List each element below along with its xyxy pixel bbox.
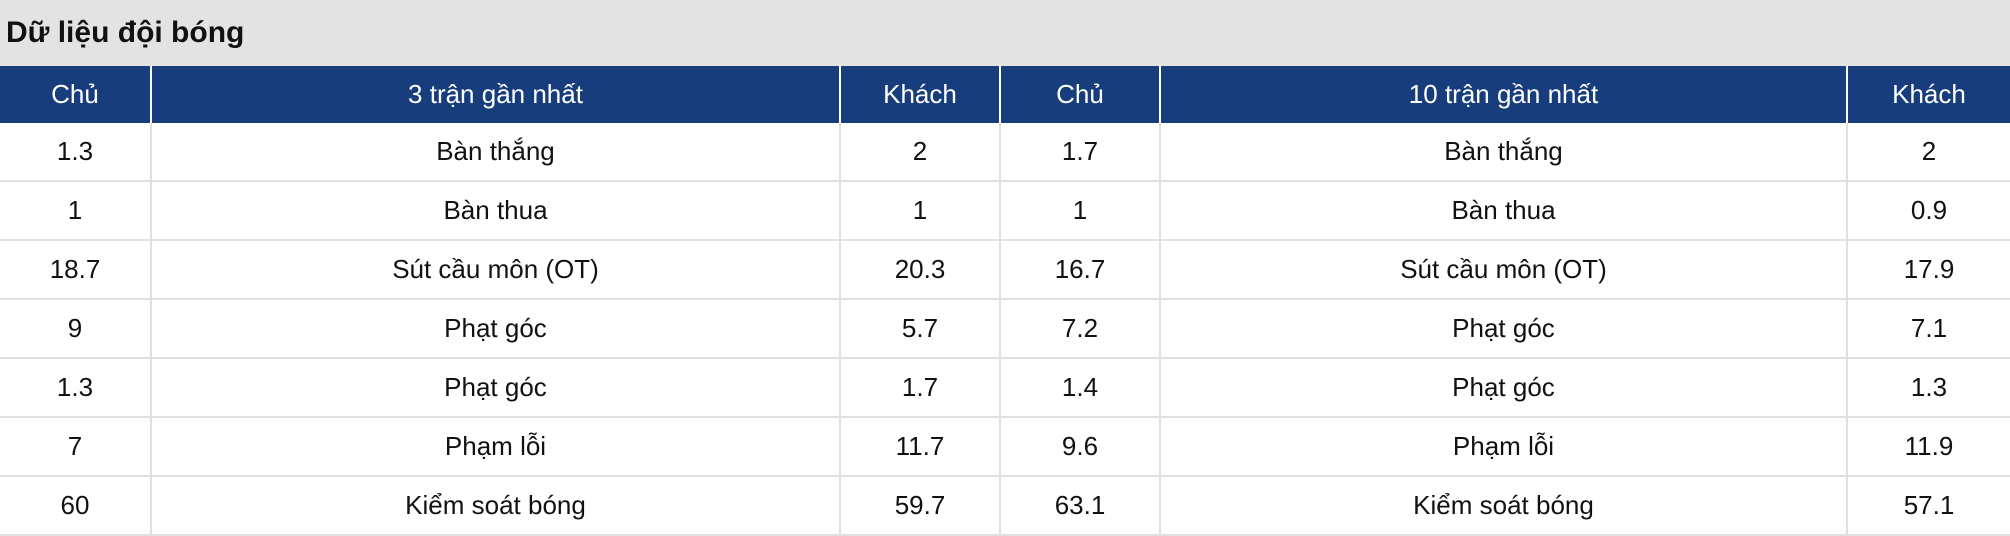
- cell-stat-3: Bàn thua: [150, 181, 841, 241]
- cell-home-10: 1.4: [999, 358, 1161, 418]
- cell-away-3: 59.7: [839, 476, 1001, 536]
- cell-home-10: 63.1: [999, 476, 1161, 536]
- table-row: 7 Phạm lỗi 11.7 9.6 Phạm lỗi 11.9: [0, 417, 2010, 477]
- cell-stat-3: Phạt góc: [150, 299, 841, 359]
- cell-stat-3: Phạt góc: [150, 358, 841, 418]
- cell-stat-3: Kiểm soát bóng: [150, 476, 841, 536]
- table-row: 1 Bàn thua 1 1 Bàn thua 0.9: [0, 181, 2010, 241]
- cell-home-3: 18.7: [0, 240, 152, 300]
- column-header-stat-10: 10 trận gần nhất: [1159, 66, 1847, 123]
- cell-home-3: 9: [0, 299, 152, 359]
- table-row: 60 Kiểm soát bóng 59.7 63.1 Kiểm soát bóng 57…: [0, 476, 2010, 536]
- team-stats-table: Chủ 3 trận gần nhất Khách Chủ 10 trận gần nh…: [0, 66, 2010, 536]
- cell-home-10: 9.6: [999, 417, 1161, 477]
- table-row: 1.3 Phạt góc 1.7 1.4 Phạt góc 1.3: [0, 358, 2010, 418]
- cell-home-10: 1: [999, 181, 1161, 241]
- cell-home-3: 1.3: [0, 123, 152, 182]
- cell-away-3: 20.3: [839, 240, 1001, 300]
- section-header: Dữ liệu đội bóng: [0, 0, 2010, 66]
- cell-home-10: 16.7: [999, 240, 1161, 300]
- cell-away-10: 0.9: [1846, 181, 2010, 241]
- cell-home-3: 7: [0, 417, 152, 477]
- table-header-row: Chủ 3 trận gần nhất Khách Chủ 10 trận gần nh…: [0, 66, 2010, 123]
- cell-away-10: 2: [1846, 123, 2010, 182]
- cell-stat-10: Bàn thắng: [1159, 123, 1848, 182]
- table-row: 9 Phạt góc 5.7 7.2 Phạt góc 7.1: [0, 299, 2010, 359]
- cell-home-10: 7.2: [999, 299, 1161, 359]
- cell-stat-10: Phạm lỗi: [1159, 417, 1848, 477]
- section-title: Dữ liệu đội bóng: [6, 16, 245, 49]
- cell-stat-3: Phạm lỗi: [150, 417, 841, 477]
- cell-away-10: 1.3: [1846, 358, 2010, 418]
- cell-stat-10: Kiểm soát bóng: [1159, 476, 1848, 536]
- table-row: 18.7 Sút cầu môn (OT) 20.3 16.7 Sút cầu môn …: [0, 240, 2010, 300]
- column-header-home-10: Chủ: [999, 66, 1160, 123]
- cell-stat-10: Phạt góc: [1159, 299, 1848, 359]
- column-header-home-3: Chủ: [0, 66, 151, 123]
- cell-stat-10: Sút cầu môn (OT): [1159, 240, 1848, 300]
- cell-away-10: 57.1: [1846, 476, 2010, 536]
- column-header-away-10: Khách: [1846, 66, 2010, 123]
- cell-stat-10: Phạt góc: [1159, 358, 1848, 418]
- table-row: 1.3 Bàn thắng 2 1.7 Bàn thắng 2: [0, 123, 2010, 182]
- cell-away-3: 1.7: [839, 358, 1001, 418]
- cell-stat-3: Bàn thắng: [150, 123, 841, 182]
- cell-stat-10: Bàn thua: [1159, 181, 1848, 241]
- cell-away-3: 5.7: [839, 299, 1001, 359]
- cell-away-10: 7.1: [1846, 299, 2010, 359]
- cell-stat-3: Sút cầu môn (OT): [150, 240, 841, 300]
- cell-home-10: 1.7: [999, 123, 1161, 182]
- cell-away-10: 11.9: [1846, 417, 2010, 477]
- cell-away-3: 2: [839, 123, 1001, 182]
- cell-home-3: 1: [0, 181, 152, 241]
- column-header-away-3: Khách: [839, 66, 1000, 123]
- cell-away-3: 11.7: [839, 417, 1001, 477]
- cell-away-3: 1: [839, 181, 1001, 241]
- cell-home-3: 60: [0, 476, 152, 536]
- cell-home-3: 1.3: [0, 358, 152, 418]
- column-header-stat-3: 3 trận gần nhất: [150, 66, 840, 123]
- cell-away-10: 17.9: [1846, 240, 2010, 300]
